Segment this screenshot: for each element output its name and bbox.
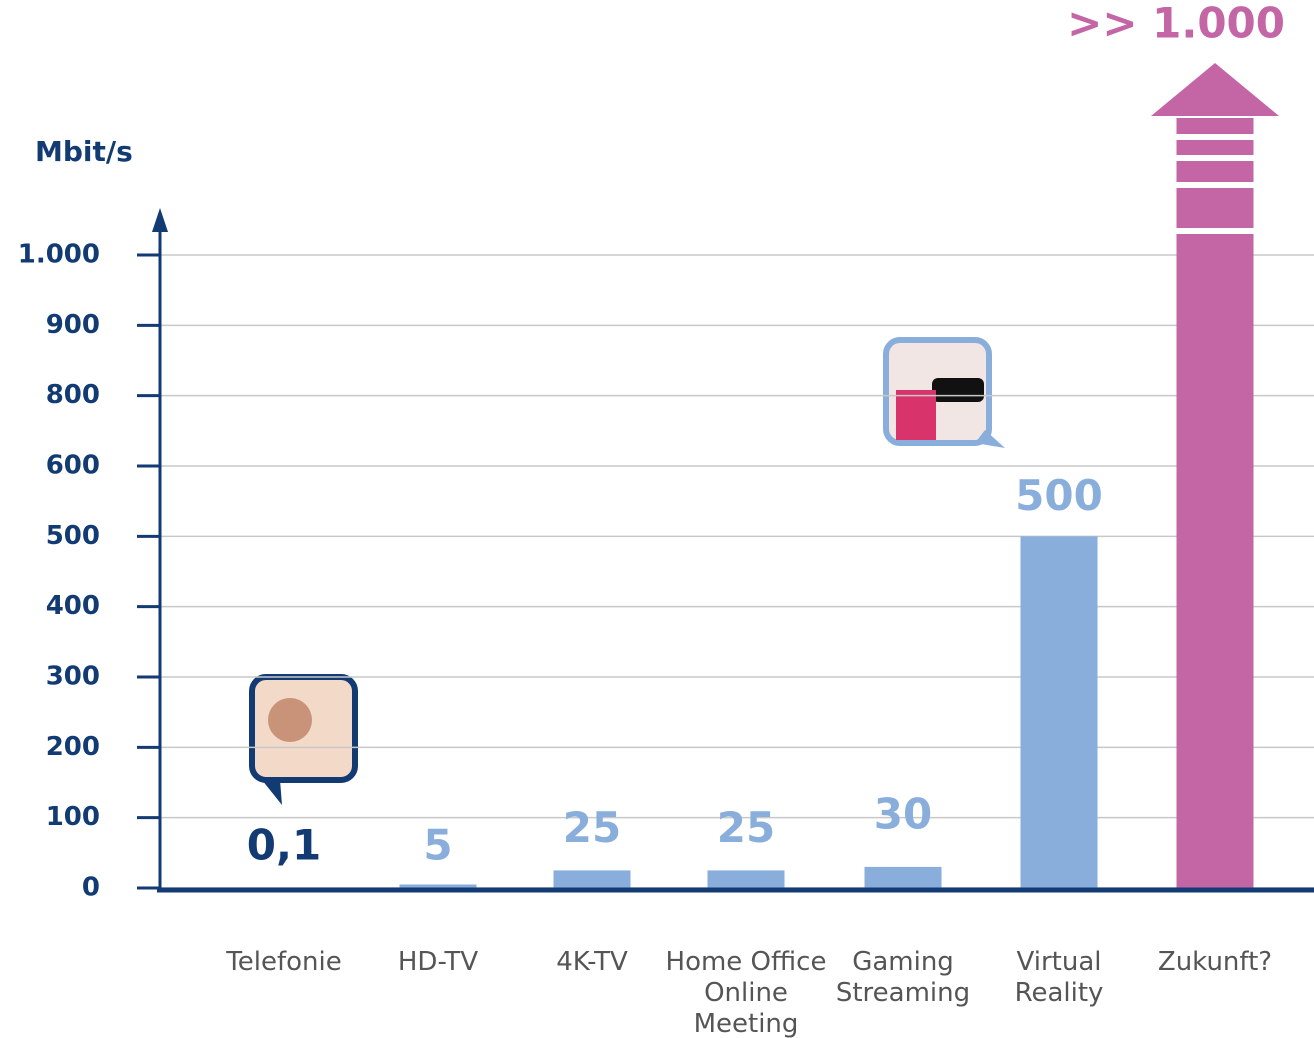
y-tick-label: 300 (46, 662, 100, 692)
arrow-head (1151, 63, 1279, 116)
bar (1177, 255, 1254, 888)
y-tick-label: 400 (46, 591, 100, 621)
bar (708, 870, 785, 888)
value-label: 25 (717, 803, 775, 852)
value-label: 500 (1015, 471, 1103, 520)
x-tick-label: Telefonie (225, 947, 341, 977)
y-tick-label: 600 (46, 451, 100, 481)
photo-callout (886, 340, 1005, 448)
chart: Mbit/s 0 100 200 300 400 500 600 800 900 1.000 0,1… (0, 0, 1314, 1038)
y-tick-label: 200 (46, 732, 100, 762)
x-tick-label: 4K-TV (556, 947, 628, 977)
y-axis-label: Mbit/s (35, 135, 133, 168)
axis-arrow (152, 208, 168, 232)
y-tick-label: 800 (46, 380, 100, 410)
arrow-stripe (1177, 155, 1254, 161)
value-label: 5 (423, 821, 452, 870)
y-tick-label: 0 (82, 873, 100, 903)
y-tick-label: 100 (46, 802, 100, 832)
bar (865, 867, 942, 888)
x-tick-label: HD-TV (398, 947, 478, 977)
value-label: 25 (563, 803, 621, 852)
arrow-stripe (1177, 182, 1254, 188)
value-label: 30 (874, 789, 932, 838)
bar (554, 870, 631, 888)
y-tick-label: 1.000 (18, 240, 100, 270)
arrow-stripe (1177, 134, 1254, 140)
photo-callout (252, 677, 355, 805)
bar (400, 884, 477, 888)
x-tick-label: Zukunft? (1158, 947, 1272, 977)
value-label: 0,1 (247, 821, 321, 870)
value-label: >> 1.000 (1067, 0, 1285, 48)
arrow-stripe (1177, 228, 1254, 234)
y-tick-label: 500 (46, 521, 100, 551)
y-tick-label: 900 (46, 310, 100, 340)
bar (1021, 536, 1098, 888)
